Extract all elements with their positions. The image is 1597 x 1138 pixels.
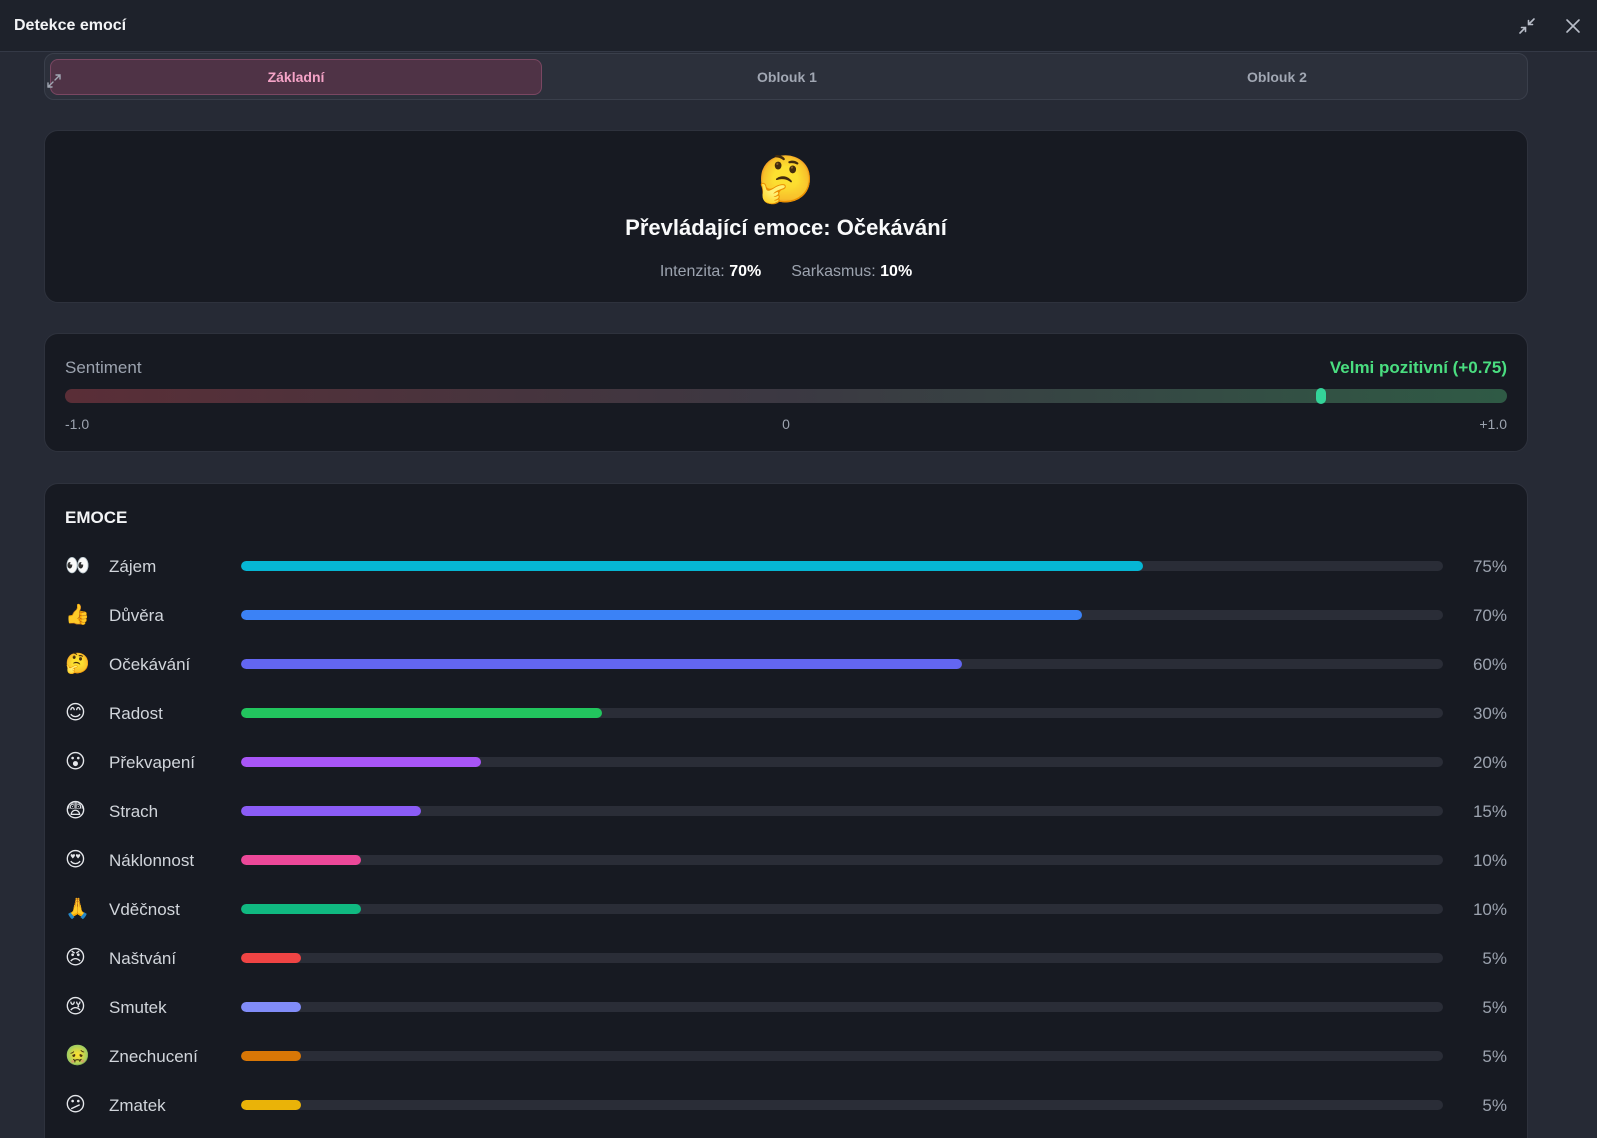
window-title: Detekce emocí — [14, 16, 127, 34]
emotion-percent: 15% — [1472, 802, 1507, 821]
smiling-face-icon: 😊 — [65, 702, 86, 724]
sentiment-card: Sentiment Velmi pozitivní (+0.75) -1.0 0… — [44, 333, 1528, 452]
emotion-row: 😮 Překvapení 20% — [65, 748, 1507, 797]
tab-oblouk-2[interactable]: Oblouk 2 — [1247, 68, 1307, 85]
emotion-bar-fill — [241, 708, 602, 718]
emotion-row: 😕 Zmatek 5% — [65, 1091, 1507, 1138]
emotion-row: 😢 Smutek 5% — [65, 993, 1507, 1042]
emotion-percent: 20% — [1472, 753, 1507, 772]
dominant-emotion-card: 🤔 Převládající emoce: Očekávání Intenzit… — [44, 130, 1528, 303]
emotions-card: EMOCE 👀 Zájem 75% 👍 Důvěra 70% 🤔 Očekávání 60% 😊 R… — [44, 483, 1528, 1138]
emotion-bar-track — [241, 610, 1443, 620]
close-icon[interactable] — [1563, 16, 1583, 36]
emotion-bar-fill — [241, 561, 1143, 571]
emotion-name: Radost — [109, 704, 163, 723]
fearful-face-icon: 😨 — [65, 800, 86, 822]
emotion-row: 🙏 Vděčnost 10% — [65, 895, 1507, 944]
emotion-bar-track — [241, 904, 1443, 914]
emotion-name: Důvěra — [109, 606, 164, 625]
intensity-stat: Intenzita: 70% — [659, 263, 762, 280]
angry-face-icon: 😠 — [65, 947, 86, 969]
emotion-bar-fill — [241, 855, 362, 865]
emotion-bar-track — [241, 1051, 1443, 1061]
emotion-bar-track — [241, 855, 1443, 865]
emotion-bar-track — [241, 757, 1443, 767]
emotion-bar-fill — [241, 1051, 302, 1061]
emotion-percent: 5% — [1482, 949, 1507, 968]
folded-hands-icon: 🙏 — [65, 898, 90, 920]
emotion-bar-track — [241, 1100, 1443, 1110]
emotion-bar-track — [241, 659, 1443, 669]
tab-oblouk-1[interactable]: Oblouk 1 — [757, 68, 817, 85]
emotion-percent: 5% — [1482, 1047, 1507, 1066]
emotion-row: 👍 Důvěra 70% — [65, 601, 1507, 650]
emotion-percent: 70% — [1472, 606, 1507, 625]
emotion-bar-track — [241, 708, 1443, 718]
emotion-percent: 10% — [1472, 851, 1507, 870]
surprised-face-icon: 😮 — [65, 751, 86, 773]
emotion-bar-track — [241, 561, 1443, 571]
emotion-row: 😍 Náklonnost 10% — [65, 846, 1507, 895]
emotion-name: Očekávání — [109, 655, 191, 674]
sentiment-value: Velmi pozitivní (+0.75) — [1329, 358, 1507, 377]
emotion-name: Zmatek — [109, 1096, 166, 1115]
sentiment-min-label: -1.0 — [65, 416, 90, 432]
sad-face-icon: 😢 — [65, 996, 86, 1018]
tab-bar: Základní Oblouk 1 Oblouk 2 — [44, 53, 1528, 100]
emotion-percent: 5% — [1482, 1096, 1507, 1115]
emotion-name: Strach — [109, 802, 159, 821]
sentiment-scale — [65, 388, 1507, 404]
sarcasm-stat: Sarkasmus: 10% — [791, 263, 913, 280]
emotion-row: 👀 Zájem 75% — [65, 552, 1507, 601]
sentiment-label: Sentiment — [65, 358, 142, 377]
emotions-title: EMOCE — [65, 508, 128, 527]
emotion-name: Vděčnost — [109, 900, 180, 919]
sentiment-marker — [1315, 388, 1326, 404]
emotion-bar-fill — [241, 904, 362, 914]
sentiment-mid-label: 0 — [782, 416, 790, 432]
heart-eyes-icon: 😍 — [65, 849, 86, 871]
emotion-name: Znechucení — [109, 1047, 198, 1066]
collapse-icon[interactable] — [1517, 16, 1537, 36]
eyes-icon: 👀 — [65, 555, 90, 577]
emotion-bar-fill — [241, 757, 482, 767]
emotion-row: 🤔 Očekávání 60% — [65, 650, 1507, 699]
emotion-name: Náklonnost — [109, 851, 195, 870]
thinking-face-icon: 🤔 — [65, 653, 90, 675]
expand-icon[interactable] — [45, 72, 63, 90]
emotions-list: 👀 Zájem 75% 👍 Důvěra 70% 🤔 Očekávání 60% 😊 Radost 3… — [65, 552, 1507, 1138]
emotion-row: 😨 Strach 15% — [65, 797, 1507, 846]
emotion-name: Smutek — [109, 998, 167, 1017]
emotion-percent: 75% — [1472, 557, 1507, 576]
dominant-emotion-title: Převládající emoce: Očekávání — [625, 215, 947, 240]
emotion-stats: Intenzita: 70% Sarkasmus: 10% — [45, 263, 1527, 281]
emotion-percent: 60% — [1472, 655, 1507, 674]
emotion-name: Překvapení — [109, 753, 195, 772]
emotion-percent: 10% — [1472, 900, 1507, 919]
emotion-bar-track — [241, 806, 1443, 816]
emotion-bar-fill — [241, 1100, 302, 1110]
emotion-percent: 30% — [1472, 704, 1507, 723]
sentiment-max-label: +1.0 — [1479, 416, 1507, 432]
thinking-face-icon: 🤔 — [757, 153, 815, 205]
emotion-bar-track — [241, 953, 1443, 963]
emotion-row: 😊 Radost 30% — [65, 699, 1507, 748]
emotion-row: 😠 Naštvání 5% — [65, 944, 1507, 993]
emotion-name: Naštvání — [109, 949, 177, 968]
emotion-bar-fill — [241, 806, 422, 816]
nauseated-face-icon: 🤢 — [65, 1045, 90, 1067]
emotion-row: 🤢 Znechucení 5% — [65, 1042, 1507, 1091]
emotion-name: Zájem — [109, 557, 157, 576]
tab-zakladni[interactable]: Základní — [50, 58, 542, 95]
emotion-bar-fill — [241, 610, 1083, 620]
emotion-bar-fill — [241, 1002, 302, 1012]
thumbs-up-icon: 👍 — [65, 604, 90, 626]
emotion-bar-fill — [241, 953, 302, 963]
emotion-percent: 5% — [1482, 998, 1507, 1017]
title-bar: Detekce emocí — [0, 0, 1597, 52]
confused-face-icon: 😕 — [65, 1094, 86, 1116]
emotion-bar-track — [241, 1002, 1443, 1012]
emotion-bar-fill — [241, 659, 963, 669]
